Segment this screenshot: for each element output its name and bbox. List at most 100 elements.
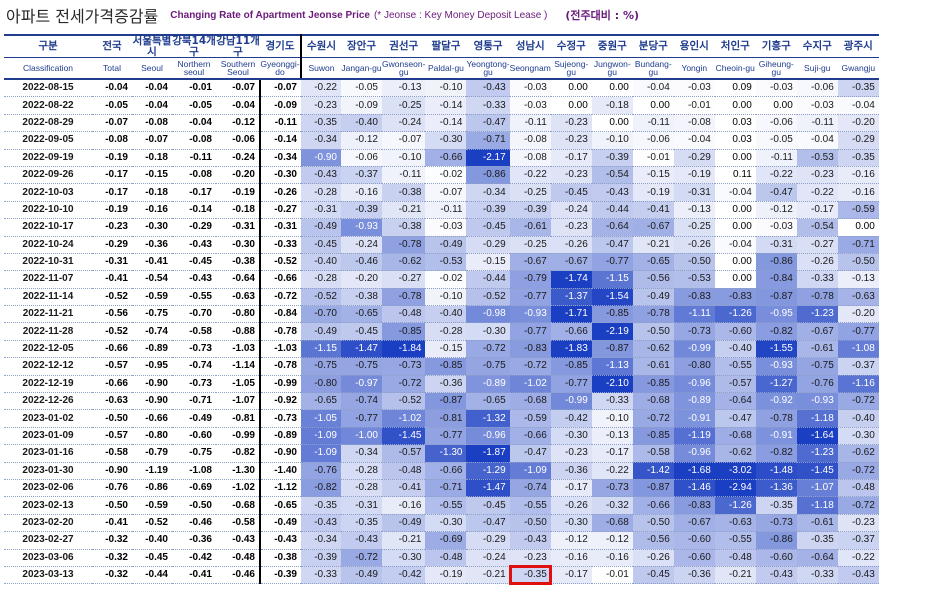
- value-cell: -0.87: [632, 479, 674, 498]
- value-cell: -0.41: [92, 514, 132, 533]
- table-row: 2022-08-22 -0.05 -0.04 -0.05 -0.04 -0.09 -0.23…: [4, 96, 879, 115]
- value-cell: -0.80: [673, 357, 715, 376]
- value-cell: -0.68: [714, 427, 756, 446]
- table-row: 2023-03-06 -0.32 -0.45 -0.42 -0.48 -0.38 -0.39…: [4, 549, 879, 567]
- value-cell: 0.00: [837, 218, 879, 237]
- value-cell: -0.23: [92, 218, 132, 237]
- table-row: 2023-02-20 -0.41 -0.52 -0.46 -0.58 -0.49 -0.43…: [4, 514, 879, 533]
- value-cell: -0.20: [216, 166, 261, 185]
- value-cell: -0.75: [132, 305, 172, 324]
- value-cell: -0.50: [92, 409, 132, 428]
- value-cell: -0.33: [466, 96, 510, 115]
- value-cell: -0.36: [132, 236, 172, 254]
- value-cell: -1.09: [301, 444, 341, 463]
- value-cell: -0.34: [260, 149, 301, 167]
- date-cell: 2022-12-26: [4, 392, 92, 411]
- value-cell: -1.74: [550, 270, 592, 289]
- value-cell: -0.23: [550, 166, 592, 185]
- date-cell: 2022-08-29: [4, 114, 92, 133]
- value-cell: -0.90: [132, 375, 172, 394]
- value-cell: -0.61: [796, 514, 838, 533]
- value-cell: -1.30: [216, 462, 261, 480]
- value-cell: -0.06: [216, 131, 261, 150]
- value-cell: -0.46: [341, 253, 382, 272]
- value-cell: -0.59: [837, 201, 879, 220]
- value-cell: -0.50: [92, 496, 132, 515]
- value-cell: -0.04: [796, 131, 838, 150]
- value-cell: -0.47: [509, 444, 551, 463]
- value-cell: -0.60: [673, 549, 715, 567]
- value-cell: -0.91: [755, 427, 797, 446]
- value-cell: -0.64: [216, 270, 261, 289]
- value-cell: -0.19: [425, 566, 467, 585]
- value-cell: -0.78: [260, 357, 301, 376]
- column-header-13: 중원구: [591, 34, 633, 58]
- table-row: 2022-12-05 -0.66 -0.89 -0.73 -1.03 -1.03 -1.15…: [4, 340, 879, 359]
- value-cell: -0.65: [341, 305, 382, 324]
- value-cell: -0.52: [132, 514, 172, 533]
- table-row: 2022-11-21 -0.56 -0.75 -0.70 -0.80 -0.84 -0.70…: [4, 305, 879, 324]
- column-header-3: 강북14개구: [172, 34, 216, 58]
- value-cell: -0.49: [172, 409, 216, 428]
- table-row: 2022-11-14 -0.52 -0.59 -0.55 -0.63 -0.72 -0.52…: [4, 288, 879, 307]
- date-cell: 2022-10-10: [4, 201, 92, 220]
- value-cell: 0.09: [714, 79, 756, 98]
- value-cell: -0.56: [92, 305, 132, 324]
- value-cell: -0.43: [755, 566, 797, 585]
- value-cell: -0.89: [260, 427, 301, 446]
- value-cell: -0.17: [92, 183, 132, 202]
- value-cell: -0.61: [796, 340, 838, 359]
- value-cell: -0.45: [132, 549, 172, 567]
- value-cell: -0.23: [550, 444, 592, 463]
- value-cell: -1.14: [216, 357, 261, 376]
- value-cell: -0.22: [837, 549, 879, 567]
- value-cell: -0.33: [301, 566, 341, 585]
- value-cell: -2.10: [591, 375, 633, 394]
- value-cell: -0.60: [755, 549, 797, 567]
- value-cell: -0.43: [466, 79, 510, 98]
- column-subheader-17: Giheung-gu: [755, 57, 797, 80]
- value-cell: -0.72: [837, 462, 879, 480]
- table-row: 2022-12-19 -0.66 -0.90 -0.73 -1.05 -0.99 -0.80…: [4, 375, 879, 394]
- value-cell: -1.18: [796, 496, 838, 515]
- value-cell: -0.31: [92, 253, 132, 272]
- column-header-2: 서울특별시: [132, 34, 172, 58]
- value-cell: -0.41: [382, 479, 426, 498]
- value-cell: -0.16: [837, 183, 879, 202]
- value-cell: -0.32: [92, 566, 132, 585]
- value-cell: -0.67: [673, 514, 715, 533]
- value-cell: -0.13: [837, 270, 879, 289]
- value-cell: -0.60: [673, 531, 715, 550]
- value-cell: -0.74: [509, 479, 551, 498]
- value-cell: 0.00: [550, 96, 592, 115]
- value-cell: -0.03: [425, 218, 467, 237]
- value-cell: -0.39: [509, 201, 551, 220]
- value-cell: -0.10: [425, 79, 467, 98]
- date-cell: 2023-02-27: [4, 531, 92, 550]
- value-cell: -0.35: [301, 496, 341, 515]
- table-row: 2022-09-05 -0.08 -0.07 -0.08 -0.06 -0.14 -0.34…: [4, 131, 879, 150]
- value-cell: 0.00: [714, 253, 756, 272]
- value-cell: -1.45: [796, 462, 838, 480]
- value-cell: -0.03: [509, 79, 551, 98]
- value-cell: -0.74: [341, 392, 382, 411]
- value-cell: -0.14: [425, 114, 467, 133]
- value-cell: -0.73: [172, 340, 216, 359]
- value-cell: -0.04: [837, 96, 879, 115]
- value-cell: -0.69: [172, 479, 216, 498]
- value-cell: -0.59: [509, 409, 551, 428]
- value-cell: -0.93: [796, 392, 838, 411]
- value-cell: -0.49: [341, 566, 382, 585]
- value-cell: -0.28: [341, 479, 382, 498]
- value-cell: -0.25: [382, 96, 426, 115]
- value-cell: 0.00: [755, 96, 797, 115]
- value-cell: -0.11: [260, 114, 301, 133]
- value-cell: -0.72: [341, 549, 382, 567]
- value-cell: -0.78: [382, 288, 426, 307]
- value-cell: -0.63: [837, 288, 879, 307]
- value-cell: -0.12: [550, 531, 592, 550]
- value-cell: -0.22: [796, 183, 838, 202]
- value-cell: -0.06: [341, 149, 382, 167]
- value-cell: -0.06: [796, 79, 838, 98]
- title-unit: (전주대비 : %): [565, 9, 640, 22]
